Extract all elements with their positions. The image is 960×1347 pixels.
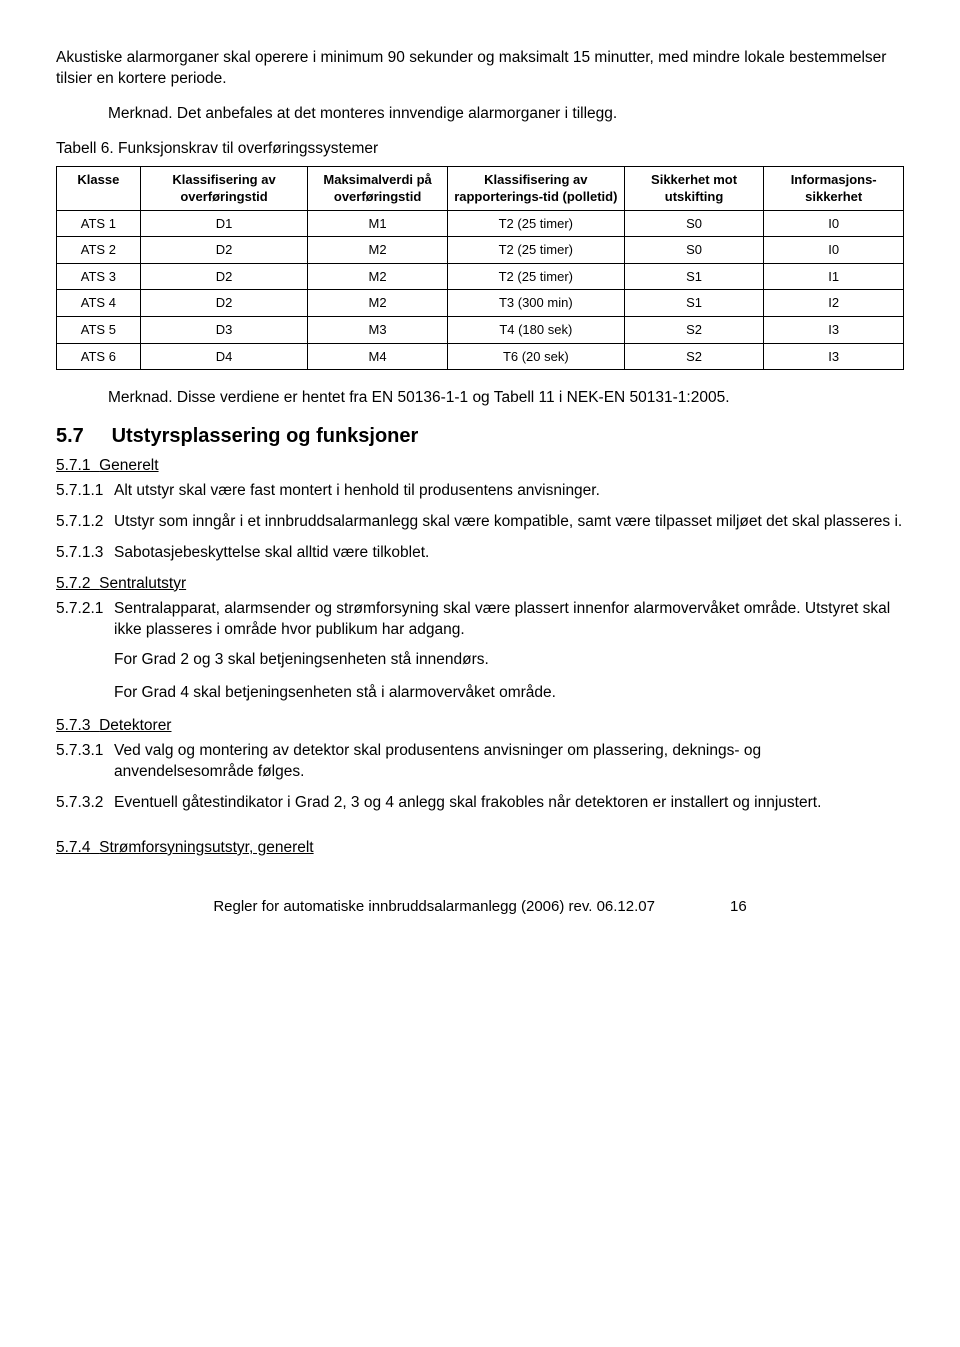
table-caption: Tabell 6. Funksjonskrav til overføringss… [56,139,904,160]
subsection-num: 5.7.3 [56,717,90,734]
cell: T3 (300 min) [447,290,624,317]
intro-merknad: Merknad. Det anbefales at det monteres i… [108,104,904,125]
item-num: 5.7.1.3 [56,543,114,564]
item-5713: 5.7.1.3 Sabotasjebeskyttelse skal alltid… [56,543,904,564]
item-5721-p3: For Grad 4 skal betjeningsenheten stå i … [114,683,904,704]
subsection-title: Detektorer [99,717,171,734]
section-heading: 5.7 Utstyrsplassering og funksjoner [56,423,904,450]
item-text: Sentralapparat, alarmsender og strømfors… [114,599,904,641]
cell: T4 (180 sek) [447,316,624,343]
subsection-571: 5.7.1 Generelt [56,456,904,477]
cell: T2 (25 timer) [447,237,624,264]
cell: ATS 4 [57,290,141,317]
cell: D4 [140,343,308,370]
table-row: ATS 6 D4 M4 T6 (20 sek) S2 I3 [57,343,904,370]
cell: I1 [764,263,904,290]
subsection-num: 5.7.4 [56,839,90,856]
table-row: ATS 5 D3 M3 T4 (180 sek) S2 I3 [57,316,904,343]
item-text: Utstyr som inngår i et innbruddsalarmanl… [114,512,904,533]
subsection-title: Generelt [99,457,158,474]
table-row: ATS 1 D1 M1 T2 (25 timer) S0 I0 [57,210,904,237]
item-text: Sabotasjebeskyttelse skal alltid være ti… [114,543,904,564]
subsection-title: Sentralutstyr [99,575,186,592]
cell: M4 [308,343,448,370]
subsection-num: 5.7.2 [56,575,90,592]
table-header-row: Klasse Klassifisering av overføringstid … [57,166,904,210]
item-num: 5.7.1.2 [56,512,114,533]
col-header: Informasjons-sikkerhet [764,166,904,210]
section-title: Utstyrsplassering og funksjoner [112,425,419,447]
item-5721: 5.7.2.1 Sentralapparat, alarmsender og s… [56,599,904,641]
subsection-572: 5.7.2 Sentralutstyr [56,574,904,595]
cell: ATS 3 [57,263,141,290]
cell: S2 [624,343,764,370]
page-footer: Regler for automatiske innbruddsalarmanl… [56,897,904,917]
item-num: 5.7.1.1 [56,481,114,502]
cell: ATS 6 [57,343,141,370]
cell: T2 (25 timer) [447,263,624,290]
col-header: Klassifisering av rapporterings-tid (pol… [447,166,624,210]
cell: I3 [764,316,904,343]
cell: M2 [308,290,448,317]
intro-paragraph: Akustiske alarmorganer skal operere i mi… [56,48,904,90]
item-5721-p2: For Grad 2 og 3 skal betjeningsenheten s… [114,650,904,671]
table-row: ATS 3 D2 M2 T2 (25 timer) S1 I1 [57,263,904,290]
cell: D3 [140,316,308,343]
table-row: ATS 2 D2 M2 T2 (25 timer) S0 I0 [57,237,904,264]
cell: S0 [624,210,764,237]
item-5711: 5.7.1.1 Alt utstyr skal være fast monter… [56,481,904,502]
cell: M2 [308,237,448,264]
cell: ATS 5 [57,316,141,343]
item-num: 5.7.2.1 [56,599,114,641]
cell: D1 [140,210,308,237]
section-num: 5.7 [56,423,106,450]
table-row: ATS 4 D2 M2 T3 (300 min) S1 I2 [57,290,904,317]
cell: S0 [624,237,764,264]
subsection-num: 5.7.1 [56,457,90,474]
cell: I3 [764,343,904,370]
cell: M3 [308,316,448,343]
col-header: Klassifisering av overføringstid [140,166,308,210]
subsection-573: 5.7.3 Detektorer [56,716,904,737]
item-text: Eventuell gåtestindikator i Grad 2, 3 og… [114,793,904,814]
item-text: Ved valg og montering av detektor skal p… [114,741,904,783]
cell: M1 [308,210,448,237]
cell: S2 [624,316,764,343]
subsection-title: Strømforsyningsutstyr, generelt [99,839,314,856]
item-num: 5.7.3.2 [56,793,114,814]
item-5712: 5.7.1.2 Utstyr som inngår i et innbrudds… [56,512,904,533]
subsection-574: 5.7.4 Strømforsyningsutstyr, generelt [56,838,904,859]
cell: D2 [140,263,308,290]
footer-text: Regler for automatiske innbruddsalarmanl… [213,898,655,915]
cell: T6 (20 sek) [447,343,624,370]
cell: M2 [308,263,448,290]
cell: I0 [764,237,904,264]
item-text: Alt utstyr skal være fast montert i henh… [114,481,904,502]
cell: I2 [764,290,904,317]
col-header: Maksimalverdi på overføringstid [308,166,448,210]
footer-page: 16 [730,898,747,915]
col-header: Klasse [57,166,141,210]
cell: ATS 1 [57,210,141,237]
item-num: 5.7.3.1 [56,741,114,783]
item-5732: 5.7.3.2 Eventuell gåtestindikator i Grad… [56,793,904,814]
col-header: Sikkerhet mot utskifting [624,166,764,210]
cell: I0 [764,210,904,237]
cell: D2 [140,290,308,317]
cell: T2 (25 timer) [447,210,624,237]
cell: D2 [140,237,308,264]
cell: S1 [624,290,764,317]
cell: S1 [624,263,764,290]
item-5731: 5.7.3.1 Ved valg og montering av detekto… [56,741,904,783]
funksjonskrav-table: Klasse Klassifisering av overføringstid … [56,166,904,370]
cell: ATS 2 [57,237,141,264]
merknad-2: Merknad. Disse verdiene er hentet fra EN… [108,388,904,409]
